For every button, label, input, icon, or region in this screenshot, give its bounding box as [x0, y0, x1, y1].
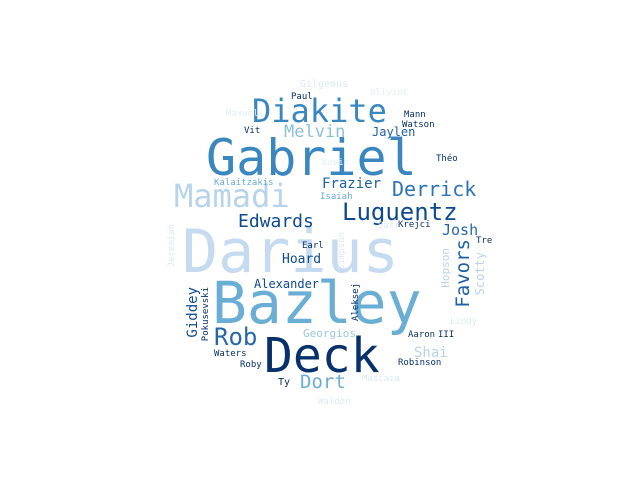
- word-aleksej: Aleksej: [351, 283, 361, 321]
- word-luguentz: Luguentz: [342, 198, 458, 226]
- word-favors: Favors: [452, 239, 474, 308]
- word-mamadi: Mamadi: [174, 177, 290, 215]
- word-olivier: Olivier: [370, 88, 408, 98]
- word-giddey: Giddey: [185, 287, 201, 338]
- word-hoard: Hoard: [282, 252, 322, 267]
- word-maxwell: Maxwell: [226, 109, 264, 119]
- word-jaylen: Jaylen: [372, 125, 416, 139]
- word-hopson: Hopson: [439, 248, 452, 288]
- word-waters: Waters: [214, 349, 247, 359]
- word-aaron: Aaron: [408, 330, 436, 340]
- word-melvin: Melvin: [284, 122, 346, 142]
- word-darius: Darius: [182, 217, 399, 287]
- word-bazley: Bazley: [212, 269, 422, 337]
- word-derrick: Derrick: [392, 177, 477, 201]
- word-rob: Rob: [214, 323, 258, 351]
- word-josh: Josh: [442, 221, 479, 239]
- word-earl: Earl: [302, 241, 324, 251]
- word-watson: Watson: [402, 120, 435, 130]
- word-simpson: Simpson: [337, 232, 347, 270]
- word-kalaitzakis: Kalaitzakis: [214, 178, 274, 188]
- word-shai: Shai: [414, 345, 448, 361]
- word-frazier: Frazier: [322, 176, 382, 192]
- word-georgios: Georgios: [303, 327, 356, 340]
- word-ty: Ty: [278, 377, 291, 388]
- word-kevin: Kevin: [322, 158, 350, 168]
- word-diakite: Diakite: [252, 92, 387, 130]
- word-deck: Deck: [264, 328, 380, 384]
- word-tre: Tre: [476, 236, 493, 246]
- word-theo: Théo: [436, 154, 458, 164]
- word-isaiah: Isaiah: [320, 192, 353, 202]
- word-vit: Vit: [244, 126, 261, 136]
- word-edwards: Edwards: [238, 211, 314, 232]
- word-pokusevski: Pokusevski: [201, 287, 211, 342]
- word-waldon: Waldon: [318, 397, 351, 407]
- word-lindy: Lindy: [450, 317, 478, 327]
- word-iii: III: [438, 330, 455, 340]
- word-scotty: Scotty: [473, 252, 487, 296]
- word-mann: Mann: [404, 110, 426, 120]
- word-alexander: Alexander: [254, 277, 320, 291]
- word-jeremiah: Jeremiah: [167, 224, 177, 268]
- word-gilgeous: Gilgeous: [300, 79, 349, 90]
- word-dort: Dort: [300, 371, 346, 393]
- word-sarr: Sarr: [378, 221, 400, 231]
- word-mascaia: Mascaia: [362, 374, 400, 384]
- word-paul: Paul: [291, 92, 313, 102]
- word-krejci: Krejci: [398, 220, 431, 230]
- word-gabriel: Gabriel: [206, 129, 417, 187]
- word-robinson: Robinson: [398, 358, 442, 368]
- word-roby: Roby: [240, 360, 262, 370]
